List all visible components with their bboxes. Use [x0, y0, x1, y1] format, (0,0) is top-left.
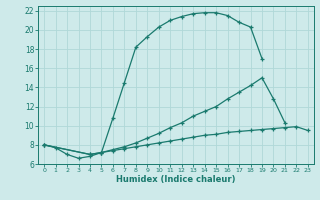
X-axis label: Humidex (Indice chaleur): Humidex (Indice chaleur): [116, 175, 236, 184]
